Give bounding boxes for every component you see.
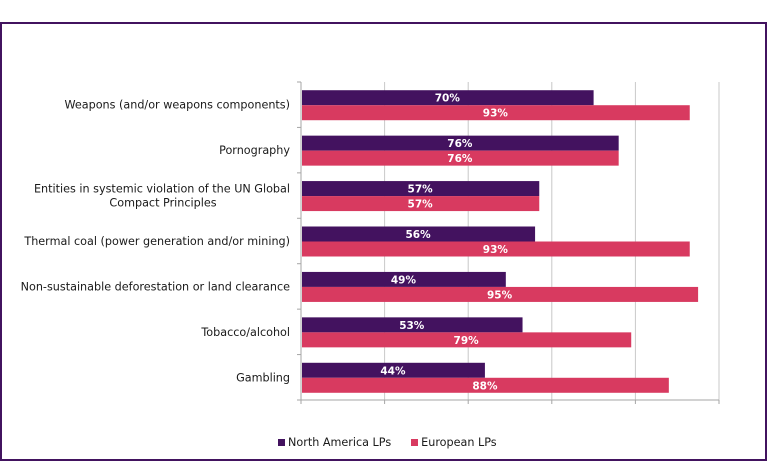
data-label-european-5: 79% — [454, 335, 480, 347]
category-label-4: Non-sustainable deforestation or land cl… — [21, 280, 291, 293]
data-label-european-2: 57% — [408, 199, 434, 211]
bar-european-0[interactable] — [302, 105, 690, 121]
data-label-north-america-5: 53% — [399, 320, 425, 332]
legend-swatch-north-america — [278, 439, 285, 446]
category-label-3: Thermal coal (power generation and/or mi… — [23, 235, 290, 248]
category-label-2: Compact Principles — [109, 197, 216, 210]
bar-european-1[interactable] — [302, 150, 619, 166]
bar-north-america-4[interactable] — [302, 271, 506, 287]
bar-north-america-0[interactable] — [302, 90, 594, 106]
bar-european-5[interactable] — [302, 332, 632, 348]
data-label-north-america-3: 56% — [405, 229, 431, 241]
bar-european-6[interactable] — [302, 377, 669, 393]
data-label-north-america-2: 57% — [408, 184, 434, 196]
data-label-north-america-4: 49% — [391, 274, 417, 286]
data-label-north-america-1: 76% — [447, 138, 473, 150]
legend-item-european[interactable]: European LPs — [411, 436, 497, 449]
category-label-2: Entities in systemic violation of the UN… — [34, 183, 290, 196]
bar-european-4[interactable] — [302, 286, 699, 302]
legend-swatch-european — [411, 439, 419, 446]
bar-north-america-6[interactable] — [302, 362, 485, 378]
bar-european-2[interactable] — [302, 196, 540, 212]
legend-label-north-america: North America LPs — [288, 436, 392, 449]
data-label-north-america-0: 70% — [435, 93, 461, 105]
bar-north-america-2[interactable] — [302, 181, 540, 197]
bar-north-america-3[interactable] — [302, 226, 536, 242]
category-label-5: Tobacco/alcohol — [200, 326, 290, 339]
data-label-european-1: 76% — [447, 153, 473, 165]
data-label-european-3: 93% — [483, 244, 509, 256]
bar-north-america-1[interactable] — [302, 135, 619, 151]
bar-european-3[interactable] — [302, 241, 690, 257]
category-labels: Weapons (and/or weapons components) Porno… — [21, 99, 291, 385]
data-label-european-6: 88% — [472, 380, 498, 392]
category-label-0: Weapons (and/or weapons components) — [64, 99, 290, 112]
bar-north-america-5[interactable] — [302, 317, 523, 333]
data-labels: 70% 93% 76% 76% 57% 57% 56% 93% 49% 95% 53% 79% 44% 8… — [380, 93, 512, 393]
legend: North America LPs European LPs — [278, 436, 517, 449]
data-label-european-4: 95% — [487, 289, 513, 301]
data-label-north-america-6: 44% — [380, 365, 406, 377]
data-label-european-0: 93% — [483, 108, 509, 120]
legend-label-european: European LPs — [421, 436, 497, 449]
legend-item-north-america[interactable]: North America LPs — [278, 436, 391, 449]
axes — [297, 81, 720, 404]
category-label-6: Gambling — [236, 371, 290, 384]
bars — [302, 90, 699, 393]
category-label-1: Pornography — [219, 144, 290, 157]
